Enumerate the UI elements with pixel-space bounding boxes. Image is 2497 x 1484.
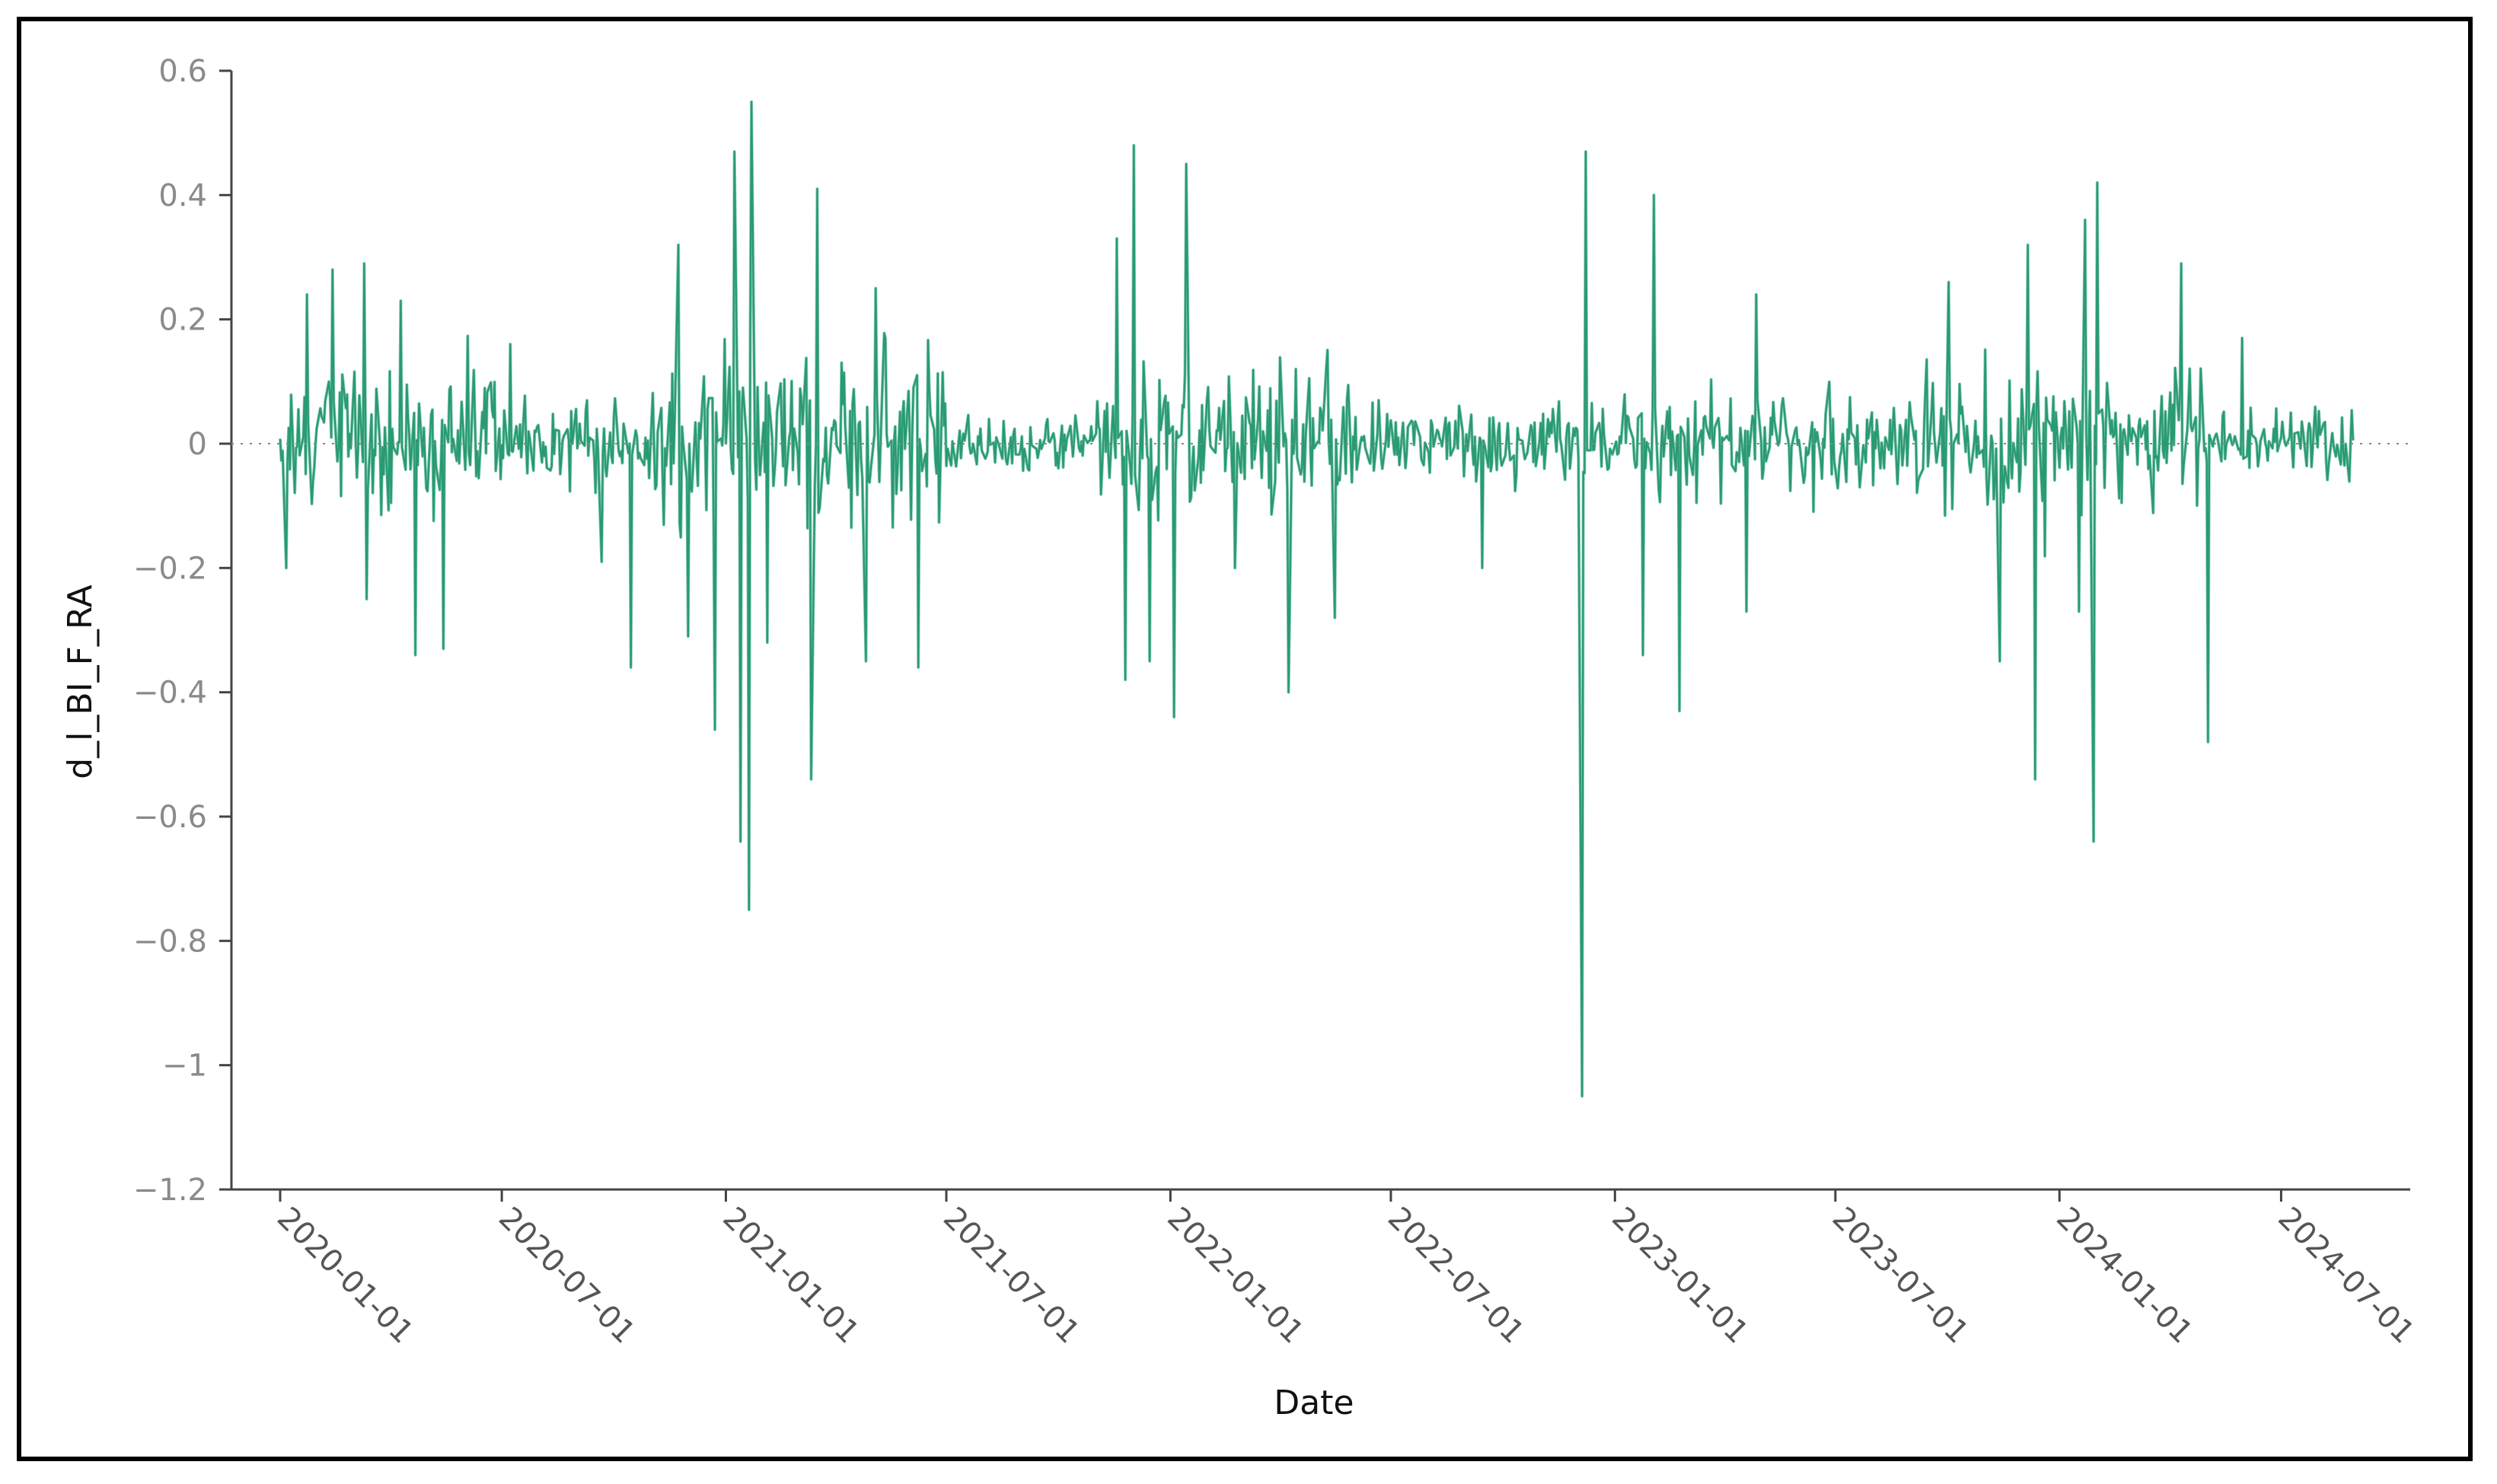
x-tick-label: 2021-01-01 <box>716 1201 866 1351</box>
y-tick-label: 0.6 <box>158 54 207 89</box>
line-chart: 0.6 0.4 0.2 0 −0.2 −0.4 −0.6 −0.8 −1 −1.2 2020-01-… <box>61 54 2421 1422</box>
y-tick-label: −1.2 <box>133 1173 207 1208</box>
x-tick-label: 2022-07-01 <box>1381 1201 1531 1351</box>
x-tick-label: 2022-01-01 <box>1160 1201 1310 1351</box>
x-tick-label: 2021-07-01 <box>936 1201 1086 1351</box>
x-tick-label: 2024-07-01 <box>2271 1201 2421 1351</box>
x-axis-title: Date <box>1274 1384 1354 1422</box>
y-tick-label: −0.2 <box>133 551 207 586</box>
x-tick-label: 2020-01-01 <box>270 1201 420 1351</box>
y-tick-label: 0 <box>188 427 207 462</box>
y-tick-label: −0.8 <box>133 924 207 959</box>
series-layer <box>279 100 2355 1098</box>
x-tick-label: 2024-01-01 <box>2049 1201 2199 1351</box>
x-tick-label: 2023-01-01 <box>1605 1201 1755 1351</box>
x-tick-label: 2020-07-01 <box>492 1201 642 1351</box>
axes-layer: 0.6 0.4 0.2 0 −0.2 −0.4 −0.6 −0.8 −1 −1.2 2020-01-… <box>133 54 2421 1350</box>
y-tick-label: 0.4 <box>158 178 207 213</box>
series-line-shadow <box>279 100 2355 1098</box>
series-line-d_l_BI_F_RA <box>279 100 2355 1097</box>
y-tick-label: −0.6 <box>133 800 207 835</box>
y-tick-label: −1 <box>162 1049 207 1084</box>
x-tick-label: 2023-07-01 <box>1826 1201 1976 1351</box>
y-tick-label: −0.4 <box>133 676 207 711</box>
y-tick-label: 0.2 <box>158 303 207 338</box>
chart-frame: 0.6 0.4 0.2 0 −0.2 −0.4 −0.6 −0.8 −1 −1.2 2020-01-… <box>17 17 2473 1461</box>
y-axis-title: d_l_BI_F_RA <box>61 584 100 779</box>
